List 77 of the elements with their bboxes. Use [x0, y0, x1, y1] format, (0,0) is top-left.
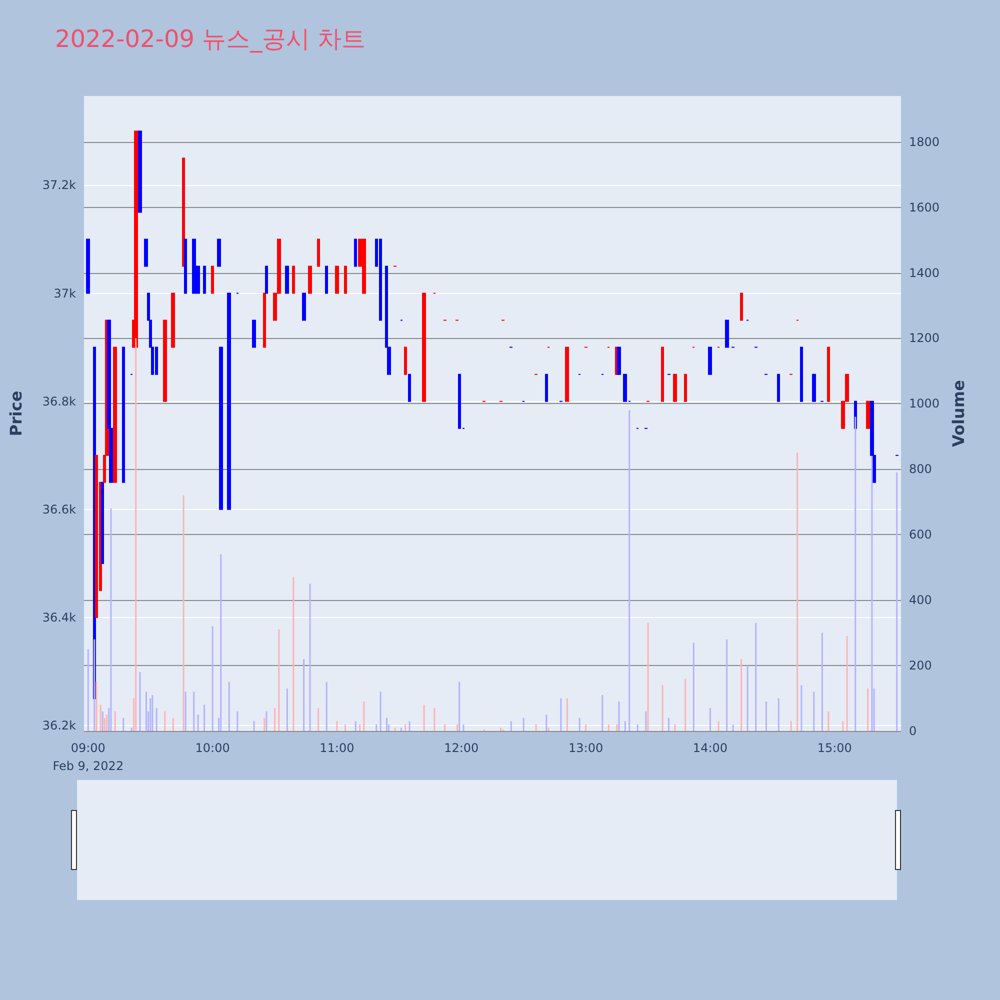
x-tick-label: 10:00: [195, 741, 230, 755]
candlestick: [800, 346, 803, 402]
candlestick: [95, 454, 98, 618]
candlestick: [122, 346, 125, 483]
candlestick: [777, 374, 780, 402]
candlestick: [404, 346, 407, 375]
chart-title: 2022-02-09 뉴스_공시 차트: [55, 25, 366, 53]
candlestick: [227, 292, 231, 510]
candlestick: [203, 266, 206, 294]
candlestick: [708, 346, 712, 375]
y-tick-label: 36.4k: [42, 610, 76, 625]
candlestick: [252, 320, 256, 348]
candlestick: [354, 238, 357, 267]
candlestick: [138, 130, 142, 213]
candlestick: [661, 346, 664, 402]
candlestick: [155, 346, 158, 375]
candlestick: [217, 238, 221, 267]
candlestick: [263, 292, 266, 348]
candlestick: [265, 266, 268, 294]
candlestick: [812, 374, 816, 402]
y-tick-label: 37.2k: [42, 178, 76, 192]
candlestick: [673, 374, 677, 402]
y2-tick-label: 0: [909, 724, 917, 738]
candlestick: [211, 266, 214, 294]
candlestick: [827, 346, 830, 402]
x-tick-label: 12:00: [444, 741, 479, 755]
y-tick-label: 36.2k: [42, 718, 76, 733]
candlestick: [192, 238, 196, 294]
x-tick-label: 13:00: [568, 741, 604, 755]
y2-tick-label: 800: [909, 462, 932, 476]
candlestick: [182, 158, 185, 267]
y2-tick-label: 1600: [909, 200, 940, 214]
candlestick: [617, 346, 621, 375]
candlestick: [317, 238, 320, 267]
y2-tick-label: 600: [909, 528, 932, 542]
y2-tick-label: 200: [909, 658, 932, 673]
y2-tick-label: 1000: [909, 396, 940, 411]
candlestick: [171, 292, 175, 348]
y2-tick-label: 1800: [909, 134, 940, 149]
candlestick: [866, 400, 870, 429]
x-tick-label: 15:00: [817, 741, 852, 755]
y2-axis-title: Volume: [948, 380, 968, 447]
candlestick: [684, 374, 687, 402]
y2-tick-label: 400: [909, 593, 932, 608]
y-tick-label: 36.8k: [42, 394, 76, 408]
y2-tick-label: 1200: [909, 331, 940, 346]
x-tick-label: 11:00: [320, 741, 354, 755]
y2-tick-label: 1400: [909, 266, 940, 280]
candlestick: [101, 482, 104, 564]
y-tick-label: 37k: [54, 286, 76, 300]
candlestick: [113, 346, 117, 483]
candlestick: [292, 266, 295, 294]
candlestick: [623, 374, 627, 402]
candlestick: [325, 266, 328, 294]
x-tick-label: 09:00 Feb 9, 2022: [52, 741, 124, 773]
candlestick: [184, 238, 187, 294]
candlestick: [422, 292, 426, 402]
candlestick: [545, 374, 548, 402]
candlestick: [285, 266, 289, 294]
y-axis-title: Price: [6, 390, 26, 436]
candlestick: [362, 238, 366, 294]
candlestick: [408, 374, 411, 402]
candlestick: [565, 346, 569, 402]
candlestick: [86, 238, 90, 294]
candlestick: [740, 292, 743, 321]
candlestick: [144, 238, 148, 267]
candlestick: [302, 292, 306, 321]
candlestick: [379, 238, 382, 321]
candlestick: [219, 346, 223, 510]
candlestick: [458, 374, 461, 429]
candlestick: [308, 266, 312, 294]
candlestick: [163, 320, 167, 402]
candlestick: [725, 320, 729, 348]
y-tick-label: 36.6k: [42, 502, 76, 516]
x-tick-label: 14:00: [692, 741, 728, 755]
candlestick: [335, 266, 339, 294]
candlestick: [344, 266, 347, 294]
